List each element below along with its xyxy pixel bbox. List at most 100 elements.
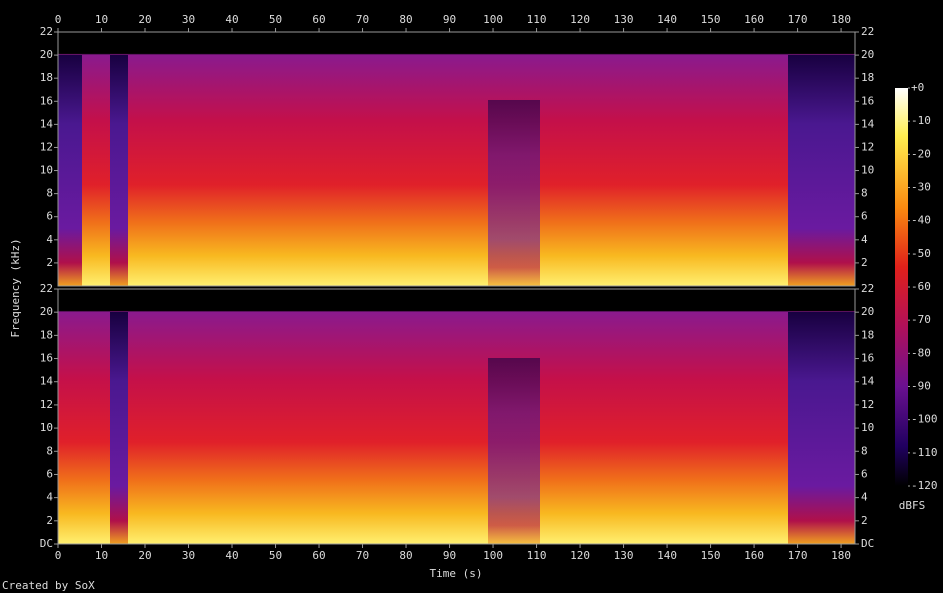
y-tick-label: 22 [40,282,53,295]
colorbar-tick-label: -10 [911,114,931,127]
colorbar [895,88,908,486]
footer: Created by SoX [2,579,95,592]
x-tick-label: 110 [527,13,547,26]
x-tick-label: 0 [55,13,62,26]
y-tick-label: DC [861,537,874,550]
y-tick-label: 12 [40,140,53,153]
x-tick-label: 30 [182,13,195,26]
spectrum-quiet [58,55,82,286]
x-tick-label: 50 [269,13,282,26]
spectrum-quiet [488,100,540,286]
y-tick-label: 20 [40,48,53,61]
x-tick-label: 110 [527,549,547,562]
colorbar-tick-label: -60 [911,280,931,293]
x-tick-label: 20 [138,13,151,26]
y-tick-label: 10 [40,164,53,177]
spectrogram-bottom [58,289,855,544]
y-tick-label: 20 [861,48,874,61]
x-tick-label: 20 [138,549,151,562]
x-tick-label: 170 [788,549,808,562]
x-tick-label: 120 [570,549,590,562]
y-tick-label: 10 [861,164,874,177]
colorbar-tick-label: -80 [911,346,931,359]
y-tick-label: 16 [40,94,53,107]
x-tick-label: 50 [269,549,282,562]
y-tick-label: 14 [40,117,54,130]
x-tick-label: 10 [95,549,108,562]
spectrum-quiet [110,55,128,286]
x-tick-label: 150 [701,549,721,562]
spectrum [58,32,855,286]
spectrum-quiet [488,358,540,544]
x-tick-label: 60 [312,549,325,562]
x-tick-label: 10 [95,13,108,26]
x-tick-label: 30 [182,549,195,562]
x-tick-label: 40 [225,549,238,562]
spectrum-quiet [788,312,855,544]
y-tick-label: 8 [861,444,868,457]
y-tick-label: DC [40,537,53,550]
y-tick-label: 14 [861,375,875,388]
x-tick-label: 90 [443,13,456,26]
y-tick-label: 18 [861,71,874,84]
y-tick-label: 10 [40,421,53,434]
y-tick-label: 16 [861,94,874,107]
colorbar-tick-label: -50 [911,247,931,260]
y-tick-label: 2 [46,256,53,269]
x-tick-label: 120 [570,13,590,26]
y-tick-label: 20 [861,305,874,318]
y-tick-label: 6 [861,467,868,480]
x-tick-label: 130 [614,549,634,562]
colorbar-tick-label: -120 [911,479,938,492]
y-tick-label: 2 [861,514,868,527]
y-tick-label: 2 [46,514,53,527]
y-tick-label: 6 [861,210,868,223]
y-tick-label: 4 [46,233,53,246]
y-tick-label: 12 [861,140,874,153]
x-tick-label: 160 [744,13,764,26]
y-tick-label: 22 [861,282,874,295]
y-tick-label: 16 [861,352,874,365]
y-tick-label: 18 [40,328,53,341]
x-tick-label: 70 [356,549,369,562]
y-tick-label: 12 [40,398,53,411]
y-tick-label: 6 [46,210,53,223]
y-tick-label: 8 [861,187,868,200]
y-tick-label: 16 [40,352,53,365]
x-tick-label: 130 [614,13,634,26]
x-tick-label: 100 [483,549,503,562]
x-tick-label: 90 [443,549,456,562]
x-tick-label: 100 [483,13,503,26]
spectrum-quiet [788,55,855,286]
frame [57,288,856,545]
y-axis-label: Frequency (kHz) [9,238,22,337]
x-tick-label: 70 [356,13,369,26]
y-tick-label: 14 [40,375,54,388]
x-tick-label: 0 [55,549,62,562]
x-tick-label: 140 [657,549,677,562]
spectrum [58,289,855,544]
y-tick-label: 12 [861,398,874,411]
x-axis-label: Time (s) [430,567,483,580]
x-tick-label: 170 [788,13,808,26]
colorbar-tick-label: -20 [911,147,931,160]
y-tick-label: 8 [46,444,53,457]
y-tick-label: 6 [46,467,53,480]
x-tick-label: 150 [701,13,721,26]
spectrum-quiet [110,312,128,544]
y-tick-label: 4 [46,491,53,504]
x-tick-label: 140 [657,13,677,26]
y-tick-label: 8 [46,187,53,200]
frame [57,31,856,287]
y-tick-label: 22 [40,25,53,38]
colorbar-tick-label: -40 [911,214,931,227]
colorbar-tick-label: -70 [911,313,931,326]
spectrogram-top [58,32,855,286]
y-tick-label: 18 [861,328,874,341]
y-tick-label: 4 [861,491,868,504]
y-tick-label: 22 [861,25,874,38]
x-tick-label: 60 [312,13,325,26]
x-tick-label: 80 [399,13,412,26]
